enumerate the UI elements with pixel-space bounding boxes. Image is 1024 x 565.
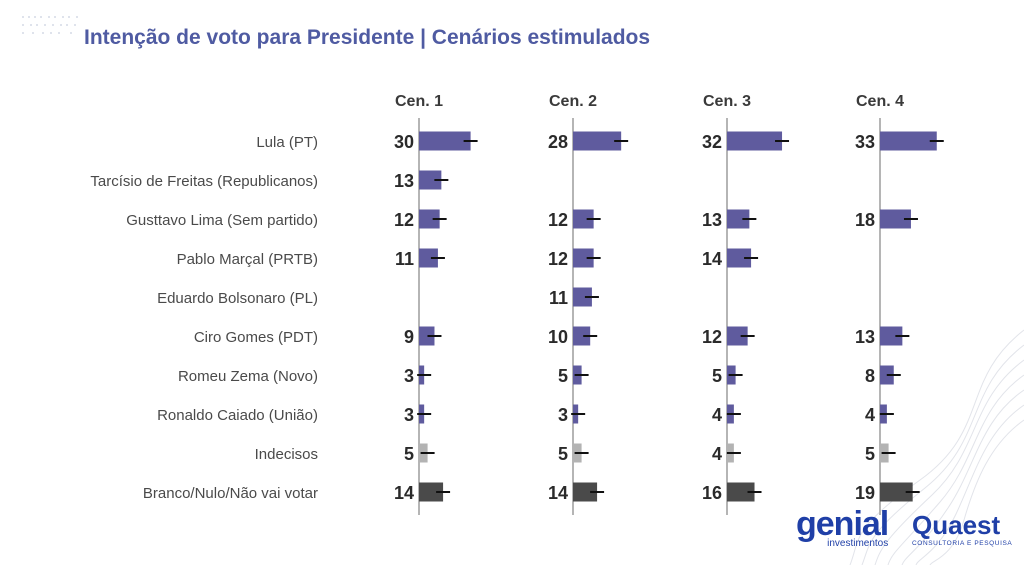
bar-cen2-branco-nulo-nao-vai-votar bbox=[573, 482, 598, 502]
bar-cen1-branco-nulo-nao-vai-votar bbox=[419, 482, 444, 502]
value-label-cen2-branco-nulo-nao-vai-votar: 14 bbox=[548, 483, 568, 503]
bar-cen4-lula-pt bbox=[880, 131, 937, 151]
value-label-cen1-tarcisio-de-freitas-republicanos: 13 bbox=[394, 171, 414, 191]
value-label-cen1-ciro-gomes-pdt: 9 bbox=[404, 327, 414, 347]
value-label-cen1-gusttavo-lima-sem-partido: 12 bbox=[394, 210, 414, 230]
column-header-4: Cen. 4 bbox=[856, 93, 904, 110]
genial-logo-text: genial bbox=[796, 505, 889, 543]
bar-cen2-ciro-gomes-pdt bbox=[573, 326, 591, 346]
value-label-cen4-lula-pt: 33 bbox=[855, 132, 875, 152]
page-title: Intenção de voto para Presidente | Cenár… bbox=[84, 26, 651, 49]
category-label-indecisos: Indecisos bbox=[255, 446, 318, 463]
category-label-lula-pt: Lula (PT) bbox=[256, 134, 318, 151]
bar-cen4-gusttavo-lima-sem-partido bbox=[880, 209, 911, 229]
value-label-cen3-pablo-marcal-prtb: 14 bbox=[702, 249, 722, 269]
bar-cen1-tarcisio-de-freitas-republicanos bbox=[419, 170, 442, 190]
bar-cen1-ciro-gomes-pdt bbox=[419, 326, 435, 346]
bar-cen4-branco-nulo-nao-vai-votar bbox=[880, 482, 913, 502]
decorative-dots-icon bbox=[22, 16, 78, 34]
value-label-cen3-ronaldo-caiado-uniao: 4 bbox=[712, 405, 722, 425]
value-label-cen3-indecisos: 4 bbox=[712, 444, 722, 464]
value-label-cen2-pablo-marcal-prtb: 12 bbox=[548, 249, 568, 269]
category-label-eduardo-bolsonaro-pl: Eduardo Bolsonaro (PL) bbox=[157, 290, 318, 307]
value-label-cen2-gusttavo-lima-sem-partido: 12 bbox=[548, 210, 568, 230]
category-label-gusttavo-lima-sem-partido: Gusttavo Lima (Sem partido) bbox=[126, 212, 318, 229]
value-label-cen2-ronaldo-caiado-uniao: 3 bbox=[558, 405, 568, 425]
value-label-cen1-pablo-marcal-prtb: 11 bbox=[395, 249, 414, 269]
value-label-cen2-eduardo-bolsonaro-pl: 11 bbox=[549, 288, 568, 308]
value-label-cen3-romeu-zema-novo: 5 bbox=[712, 366, 722, 386]
value-label-cen1-lula-pt: 30 bbox=[394, 132, 414, 152]
bar-cen3-lula-pt bbox=[727, 131, 783, 151]
bar-cen1-lula-pt bbox=[419, 131, 471, 151]
bar-cen3-ciro-gomes-pdt bbox=[727, 326, 748, 346]
value-label-cen1-indecisos: 5 bbox=[404, 444, 414, 464]
bar-cen3-gusttavo-lima-sem-partido bbox=[727, 209, 750, 229]
value-label-cen3-lula-pt: 32 bbox=[702, 132, 722, 152]
value-label-cen2-indecisos: 5 bbox=[558, 444, 568, 464]
bar-cen2-eduardo-bolsonaro-pl bbox=[573, 287, 592, 307]
category-label-ronaldo-caiado-uniao: Ronaldo Caiado (União) bbox=[157, 407, 318, 424]
value-label-cen3-ciro-gomes-pdt: 12 bbox=[702, 327, 722, 347]
category-label-branco-nulo-nao-vai-votar: Branco/Nulo/Não vai votar bbox=[143, 485, 318, 502]
value-label-cen1-ronaldo-caiado-uniao: 3 bbox=[404, 405, 414, 425]
category-label-romeu-zema-novo: Romeu Zema (Novo) bbox=[178, 368, 318, 385]
value-label-cen3-gusttavo-lima-sem-partido: 13 bbox=[702, 210, 722, 230]
quaest-logo-subtitle: CONSULTORIA E PESQUISA bbox=[912, 540, 1013, 547]
bar-cen2-gusttavo-lima-sem-partido bbox=[573, 209, 594, 229]
column-header-3: Cen. 3 bbox=[703, 93, 751, 110]
value-label-cen1-branco-nulo-nao-vai-votar: 14 bbox=[394, 483, 414, 503]
value-label-cen2-romeu-zema-novo: 5 bbox=[558, 366, 568, 386]
value-label-cen3-branco-nulo-nao-vai-votar: 16 bbox=[702, 483, 722, 503]
value-label-cen1-romeu-zema-novo: 3 bbox=[404, 366, 414, 386]
genial-logo: genial investimentos bbox=[796, 505, 889, 549]
bar-cen3-branco-nulo-nao-vai-votar bbox=[727, 482, 755, 502]
bar-cen1-pablo-marcal-prtb bbox=[419, 248, 438, 268]
column-header-2: Cen. 2 bbox=[549, 93, 597, 110]
value-label-cen4-romeu-zema-novo: 8 bbox=[865, 366, 875, 386]
quaest-logo-text: Quaest bbox=[912, 510, 1001, 540]
bar-cen2-lula-pt bbox=[573, 131, 622, 151]
logos: genial investimentos Quaest CONSULTORIA … bbox=[790, 505, 1020, 558]
bar-cen1-gusttavo-lima-sem-partido bbox=[419, 209, 440, 229]
category-label-tarcisio-de-freitas-republicanos: Tarcísio de Freitas (Republicanos) bbox=[90, 173, 318, 190]
quaest-logo: Quaest CONSULTORIA E PESQUISA bbox=[912, 512, 1012, 547]
value-label-cen4-ronaldo-caiado-uniao: 4 bbox=[865, 405, 875, 425]
genial-logo-subtitle: investimentos bbox=[827, 538, 889, 549]
column-header-1: Cen. 1 bbox=[395, 93, 443, 110]
value-label-cen4-ciro-gomes-pdt: 13 bbox=[855, 327, 875, 347]
value-label-cen4-branco-nulo-nao-vai-votar: 19 bbox=[855, 483, 875, 503]
value-label-cen2-lula-pt: 28 bbox=[548, 132, 568, 152]
bar-cen3-pablo-marcal-prtb bbox=[727, 248, 752, 268]
bar-cen2-pablo-marcal-prtb bbox=[573, 248, 594, 268]
value-label-cen2-ciro-gomes-pdt: 10 bbox=[548, 327, 568, 347]
value-label-cen4-gusttavo-lima-sem-partido: 18 bbox=[855, 210, 875, 230]
value-label-cen4-indecisos: 5 bbox=[865, 444, 875, 464]
bar-cen4-ciro-gomes-pdt bbox=[880, 326, 903, 346]
category-label-ciro-gomes-pdt: Ciro Gomes (PDT) bbox=[194, 329, 318, 346]
category-label-pablo-marcal-prtb: Pablo Marçal (PRTB) bbox=[177, 251, 318, 268]
